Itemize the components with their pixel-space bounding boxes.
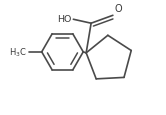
Text: H$_3$C: H$_3$C (9, 46, 27, 59)
Text: HO: HO (57, 15, 71, 24)
Text: O: O (115, 4, 123, 14)
